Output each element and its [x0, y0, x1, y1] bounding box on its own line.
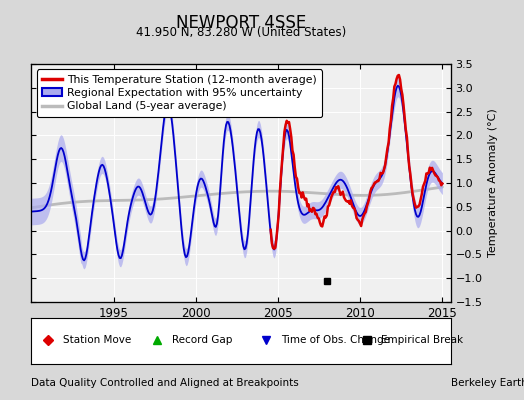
Text: Berkeley Earth: Berkeley Earth	[451, 378, 524, 388]
Text: Time of Obs. Change: Time of Obs. Change	[281, 335, 390, 345]
Text: NEWPORT 4SSE: NEWPORT 4SSE	[176, 14, 306, 32]
Y-axis label: Temperature Anomaly (°C): Temperature Anomaly (°C)	[488, 109, 498, 257]
Text: Data Quality Controlled and Aligned at Breakpoints: Data Quality Controlled and Aligned at B…	[31, 378, 299, 388]
Legend: This Temperature Station (12-month average), Regional Expectation with 95% uncer: This Temperature Station (12-month avera…	[37, 70, 322, 117]
Text: Record Gap: Record Gap	[172, 335, 232, 345]
Text: Station Move: Station Move	[63, 335, 131, 345]
Text: Empirical Break: Empirical Break	[381, 335, 464, 345]
Text: 41.950 N, 83.280 W (United States): 41.950 N, 83.280 W (United States)	[136, 26, 346, 39]
